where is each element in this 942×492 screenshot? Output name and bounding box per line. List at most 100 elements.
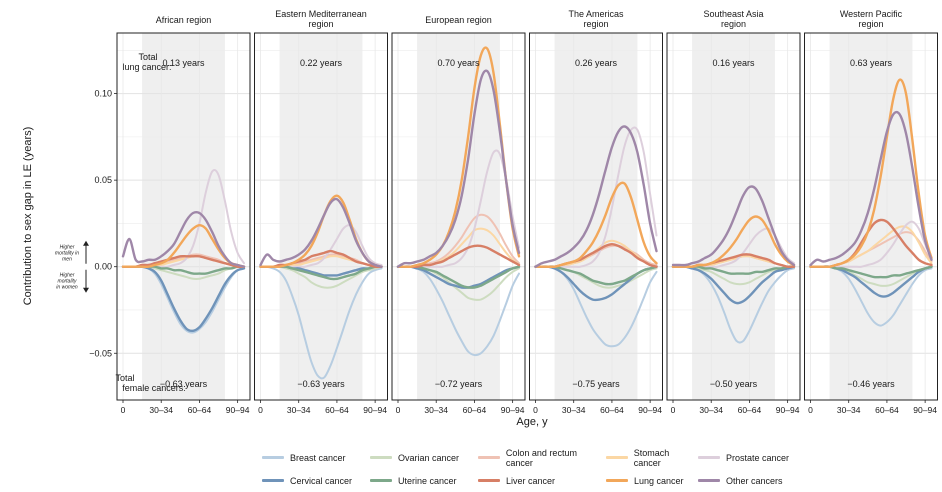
panel-title: European region <box>425 15 492 25</box>
legend-label: Other cancers <box>726 475 783 486</box>
legend-row-2: Cervical cancer Uterine cancer Liver can… <box>262 469 822 492</box>
series-line-liver-cancer <box>396 244 521 269</box>
legend-label: Cervical cancer <box>290 475 353 486</box>
shaded-age-band <box>554 33 638 400</box>
legend-swatch <box>606 479 628 482</box>
panel-title: region <box>308 19 333 29</box>
lung-total-value: 0.13 years <box>162 58 205 68</box>
x-tick-label: 0 <box>533 405 538 415</box>
x-tick-label: 0 <box>258 405 263 415</box>
x-tick-label: 30–34 <box>562 405 586 415</box>
x-tick-label: 60–64 <box>875 405 899 415</box>
legend: Breast cancer Ovarian cancer Colon and r… <box>262 446 822 492</box>
panel-title: Eastern Mediterranean <box>275 9 367 19</box>
total-lung-label: Total <box>138 52 157 62</box>
legend-item: Breast cancer <box>262 453 370 463</box>
female-total-value: −0.50 years <box>710 379 758 389</box>
x-tick-label: 0 <box>121 405 126 415</box>
y-tick-label: −0.05 <box>89 348 112 358</box>
shaded-age-band <box>279 33 363 400</box>
panel-title: region <box>858 19 883 29</box>
legend-label: Colon and rectum cancer <box>505 447 577 468</box>
x-tick-label: 90–94 <box>638 405 662 415</box>
x-tick-label: 60–64 <box>738 405 762 415</box>
legend-swatch <box>370 456 392 459</box>
series-line-other-cancers <box>396 69 521 268</box>
series-line-other-cancers <box>809 110 933 267</box>
x-tick-label: 90–94 <box>226 405 250 415</box>
panel-title: African region <box>156 15 212 25</box>
panel-title: region <box>583 19 608 29</box>
annotation-higher-women: Higher <box>60 273 75 279</box>
series-line-liver-cancer <box>121 254 246 269</box>
lung-total-value: 0.26 years <box>575 58 618 68</box>
x-tick-label: 0 <box>396 405 401 415</box>
female-total-value: −0.75 years <box>572 379 620 389</box>
x-tick-label: 60–64 <box>325 405 349 415</box>
total-female-label: Total <box>115 373 134 383</box>
female-total-value: −0.72 years <box>435 379 483 389</box>
x-tick-label: 60–64 <box>463 405 487 415</box>
series-line-cervical-cancer <box>396 265 521 289</box>
series-line-lung-cancer <box>534 181 658 269</box>
panel-border <box>391 32 526 401</box>
panel-title: Southeast Asia <box>703 9 763 19</box>
panel-border <box>804 32 938 401</box>
legend-item: Prostate cancer <box>698 453 806 463</box>
panel-border <box>116 32 251 401</box>
arrow-up-icon <box>83 240 89 246</box>
series-line-liver-cancer <box>259 249 383 269</box>
series-line-other-cancers <box>671 185 796 267</box>
series-line-other-cancers <box>534 125 658 268</box>
legend-item: Colon and rectum cancer <box>478 448 606 468</box>
lung-total-value: 0.63 years <box>850 58 893 68</box>
panel-title: The Americas <box>568 9 624 19</box>
legend-swatch <box>370 479 392 482</box>
legend-swatch <box>262 479 284 482</box>
y-axis-title: Contribution to sex gap in LE (years) <box>22 127 34 306</box>
x-tick-label: 30–34 <box>287 405 311 415</box>
x-axis-title: Age, y <box>516 416 548 428</box>
series-line-lung-cancer <box>671 215 796 269</box>
legend-label: Prostate cancer <box>726 452 790 463</box>
annotation-higher-men: mortality in <box>55 251 79 257</box>
legend-item: Liver cancer <box>478 476 606 486</box>
legend-label: Breast cancer <box>290 452 346 463</box>
annotation-higher-women: in women <box>56 285 78 291</box>
legend-item: Lung cancer <box>606 476 698 486</box>
x-tick-label: 60–64 <box>188 405 212 415</box>
total-lung-label: lung cancer: <box>122 62 171 72</box>
x-tick-label: 0 <box>671 405 676 415</box>
panel-title: Western Pacific <box>840 9 903 19</box>
legend-swatch <box>698 456 720 459</box>
female-total-value: −0.63 years <box>297 379 345 389</box>
shaded-age-band <box>829 33 913 400</box>
lung-total-value: 0.16 years <box>712 58 755 68</box>
annotation-higher-women: mortality <box>58 279 77 285</box>
female-total-value: −0.46 years <box>847 379 895 389</box>
series-line-breast-cancer <box>259 265 383 380</box>
legend-label: Ovarian cancer <box>398 452 460 463</box>
legend-item: Ovarian cancer <box>370 453 478 463</box>
legend-label: Stomach cancer <box>633 447 670 468</box>
annotation-higher-men: men <box>62 257 72 263</box>
legend-swatch <box>478 479 500 482</box>
x-tick-label: 30–34 <box>424 405 448 415</box>
panel-border <box>529 32 663 401</box>
legend-label: Lung cancer <box>634 475 684 486</box>
x-tick-label: 90–94 <box>501 405 525 415</box>
x-tick-label: 30–34 <box>699 405 723 415</box>
x-tick-label: 90–94 <box>363 405 387 415</box>
x-tick-label: 30–34 <box>837 405 861 415</box>
legend-swatch <box>262 456 284 459</box>
legend-row-1: Breast cancer Ovarian cancer Colon and r… <box>262 446 822 469</box>
legend-item: Other cancers <box>698 476 806 486</box>
shaded-age-band <box>142 33 225 400</box>
legend-swatch <box>698 479 720 482</box>
annotation-higher-men: Higher <box>60 245 75 251</box>
female-total-value: −0.63 years <box>160 379 208 389</box>
series-line-other-cancers <box>121 210 246 268</box>
x-tick-label: 0 <box>808 405 813 415</box>
panel-title: region <box>721 19 746 29</box>
